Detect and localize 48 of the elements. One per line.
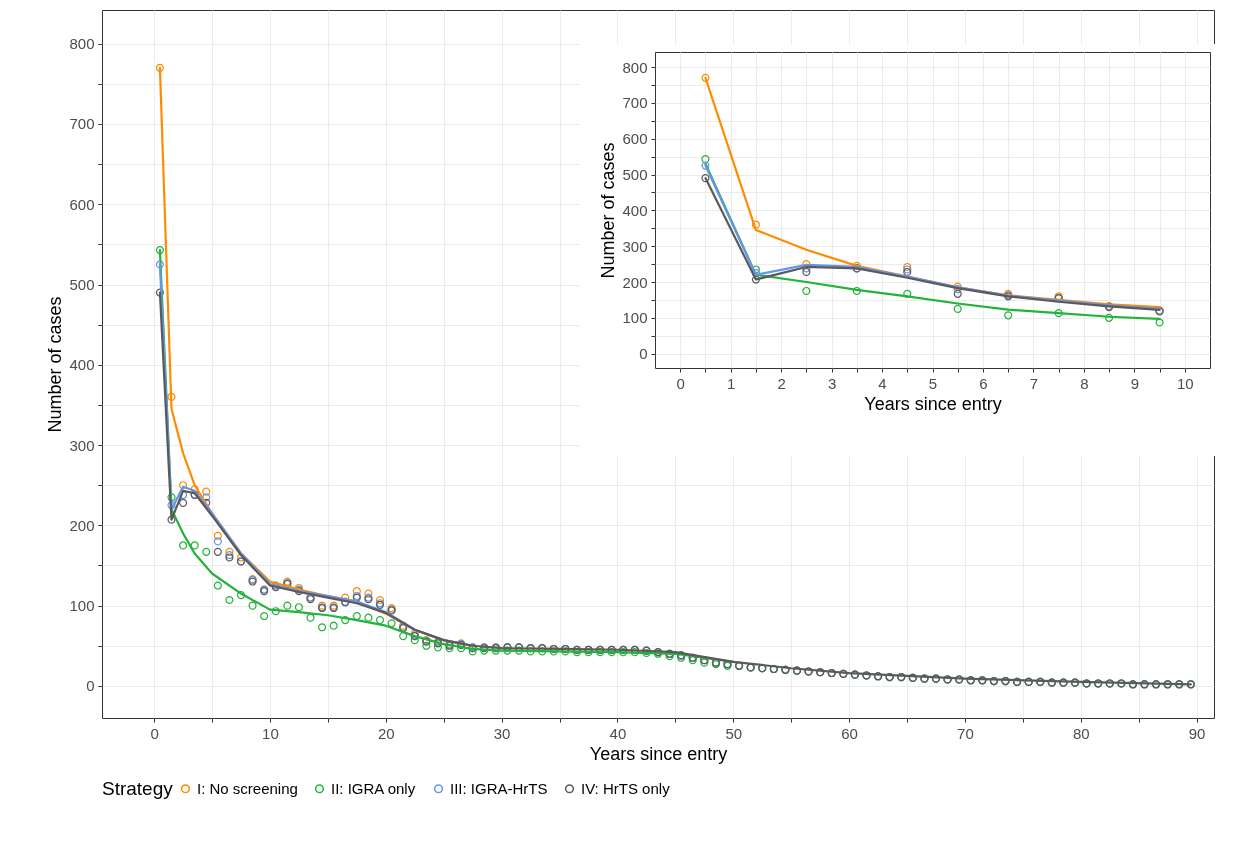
y-tick-label: 600 — [622, 130, 648, 148]
x-tick-label: 40 — [609, 724, 627, 742]
x-tick-label: 2 — [777, 374, 786, 392]
x-tick-label: 80 — [1072, 724, 1090, 742]
x-tick-label: 4 — [878, 374, 887, 392]
x-tick-label: 60 — [841, 724, 858, 742]
x-tick-label: 9 — [1130, 374, 1139, 392]
x-tick-label: 0 — [676, 374, 685, 392]
y-tick-label: 300 — [69, 436, 95, 454]
y-tick-label: 0 — [86, 677, 95, 695]
x-tick-label: 30 — [493, 724, 511, 742]
y-tick-label: 600 — [69, 195, 95, 213]
y-tick-label: 300 — [622, 237, 648, 255]
x-tick-label: 1 — [727, 374, 736, 392]
y-tick-label: 200 — [622, 273, 648, 291]
x-tick-label: 8 — [1080, 374, 1089, 392]
y-axis-title: Number of cases — [598, 142, 619, 279]
y-tick-label: 500 — [69, 276, 95, 294]
y-tick-label: 700 — [69, 115, 95, 133]
y-tick-label: 100 — [69, 597, 95, 615]
x-axis-title: Years since entry — [864, 393, 1002, 414]
y-tick-label: 500 — [622, 166, 648, 184]
x-tick-label: 10 — [1176, 374, 1194, 392]
x-tick-label: 10 — [262, 724, 279, 742]
x-tick-label: 20 — [377, 724, 395, 742]
legend-label: I: No screening — [197, 779, 298, 797]
y-tick-label: 800 — [622, 58, 648, 76]
x-tick-label: 5 — [928, 374, 938, 392]
x-tick-label: 70 — [957, 724, 974, 742]
x-tick-label: 7 — [1029, 374, 1039, 392]
x-tick-label: 6 — [979, 374, 988, 392]
y-tick-label: 200 — [69, 516, 95, 534]
x-tick-label: 0 — [150, 724, 159, 742]
y-axis-title: Number of cases — [45, 296, 66, 433]
legend-label: IV: HrTS only — [581, 779, 671, 797]
y-tick-label: 400 — [69, 356, 95, 374]
y-tick-label: 400 — [622, 201, 648, 219]
y-tick-label: 0 — [639, 345, 648, 363]
legend-label: III: IGRA-HrTS — [450, 779, 548, 797]
x-tick-label: 50 — [725, 724, 743, 742]
x-axis-title: Years since entry — [589, 743, 728, 764]
y-tick-label: 700 — [622, 94, 648, 112]
legend-title: Strategy — [102, 778, 174, 799]
x-tick-label: 90 — [1188, 724, 1206, 742]
y-tick-label: 100 — [622, 309, 648, 327]
legend-label: II: IGRA only — [331, 779, 416, 797]
y-tick-label: 800 — [69, 35, 95, 53]
x-tick-label: 3 — [827, 374, 837, 392]
